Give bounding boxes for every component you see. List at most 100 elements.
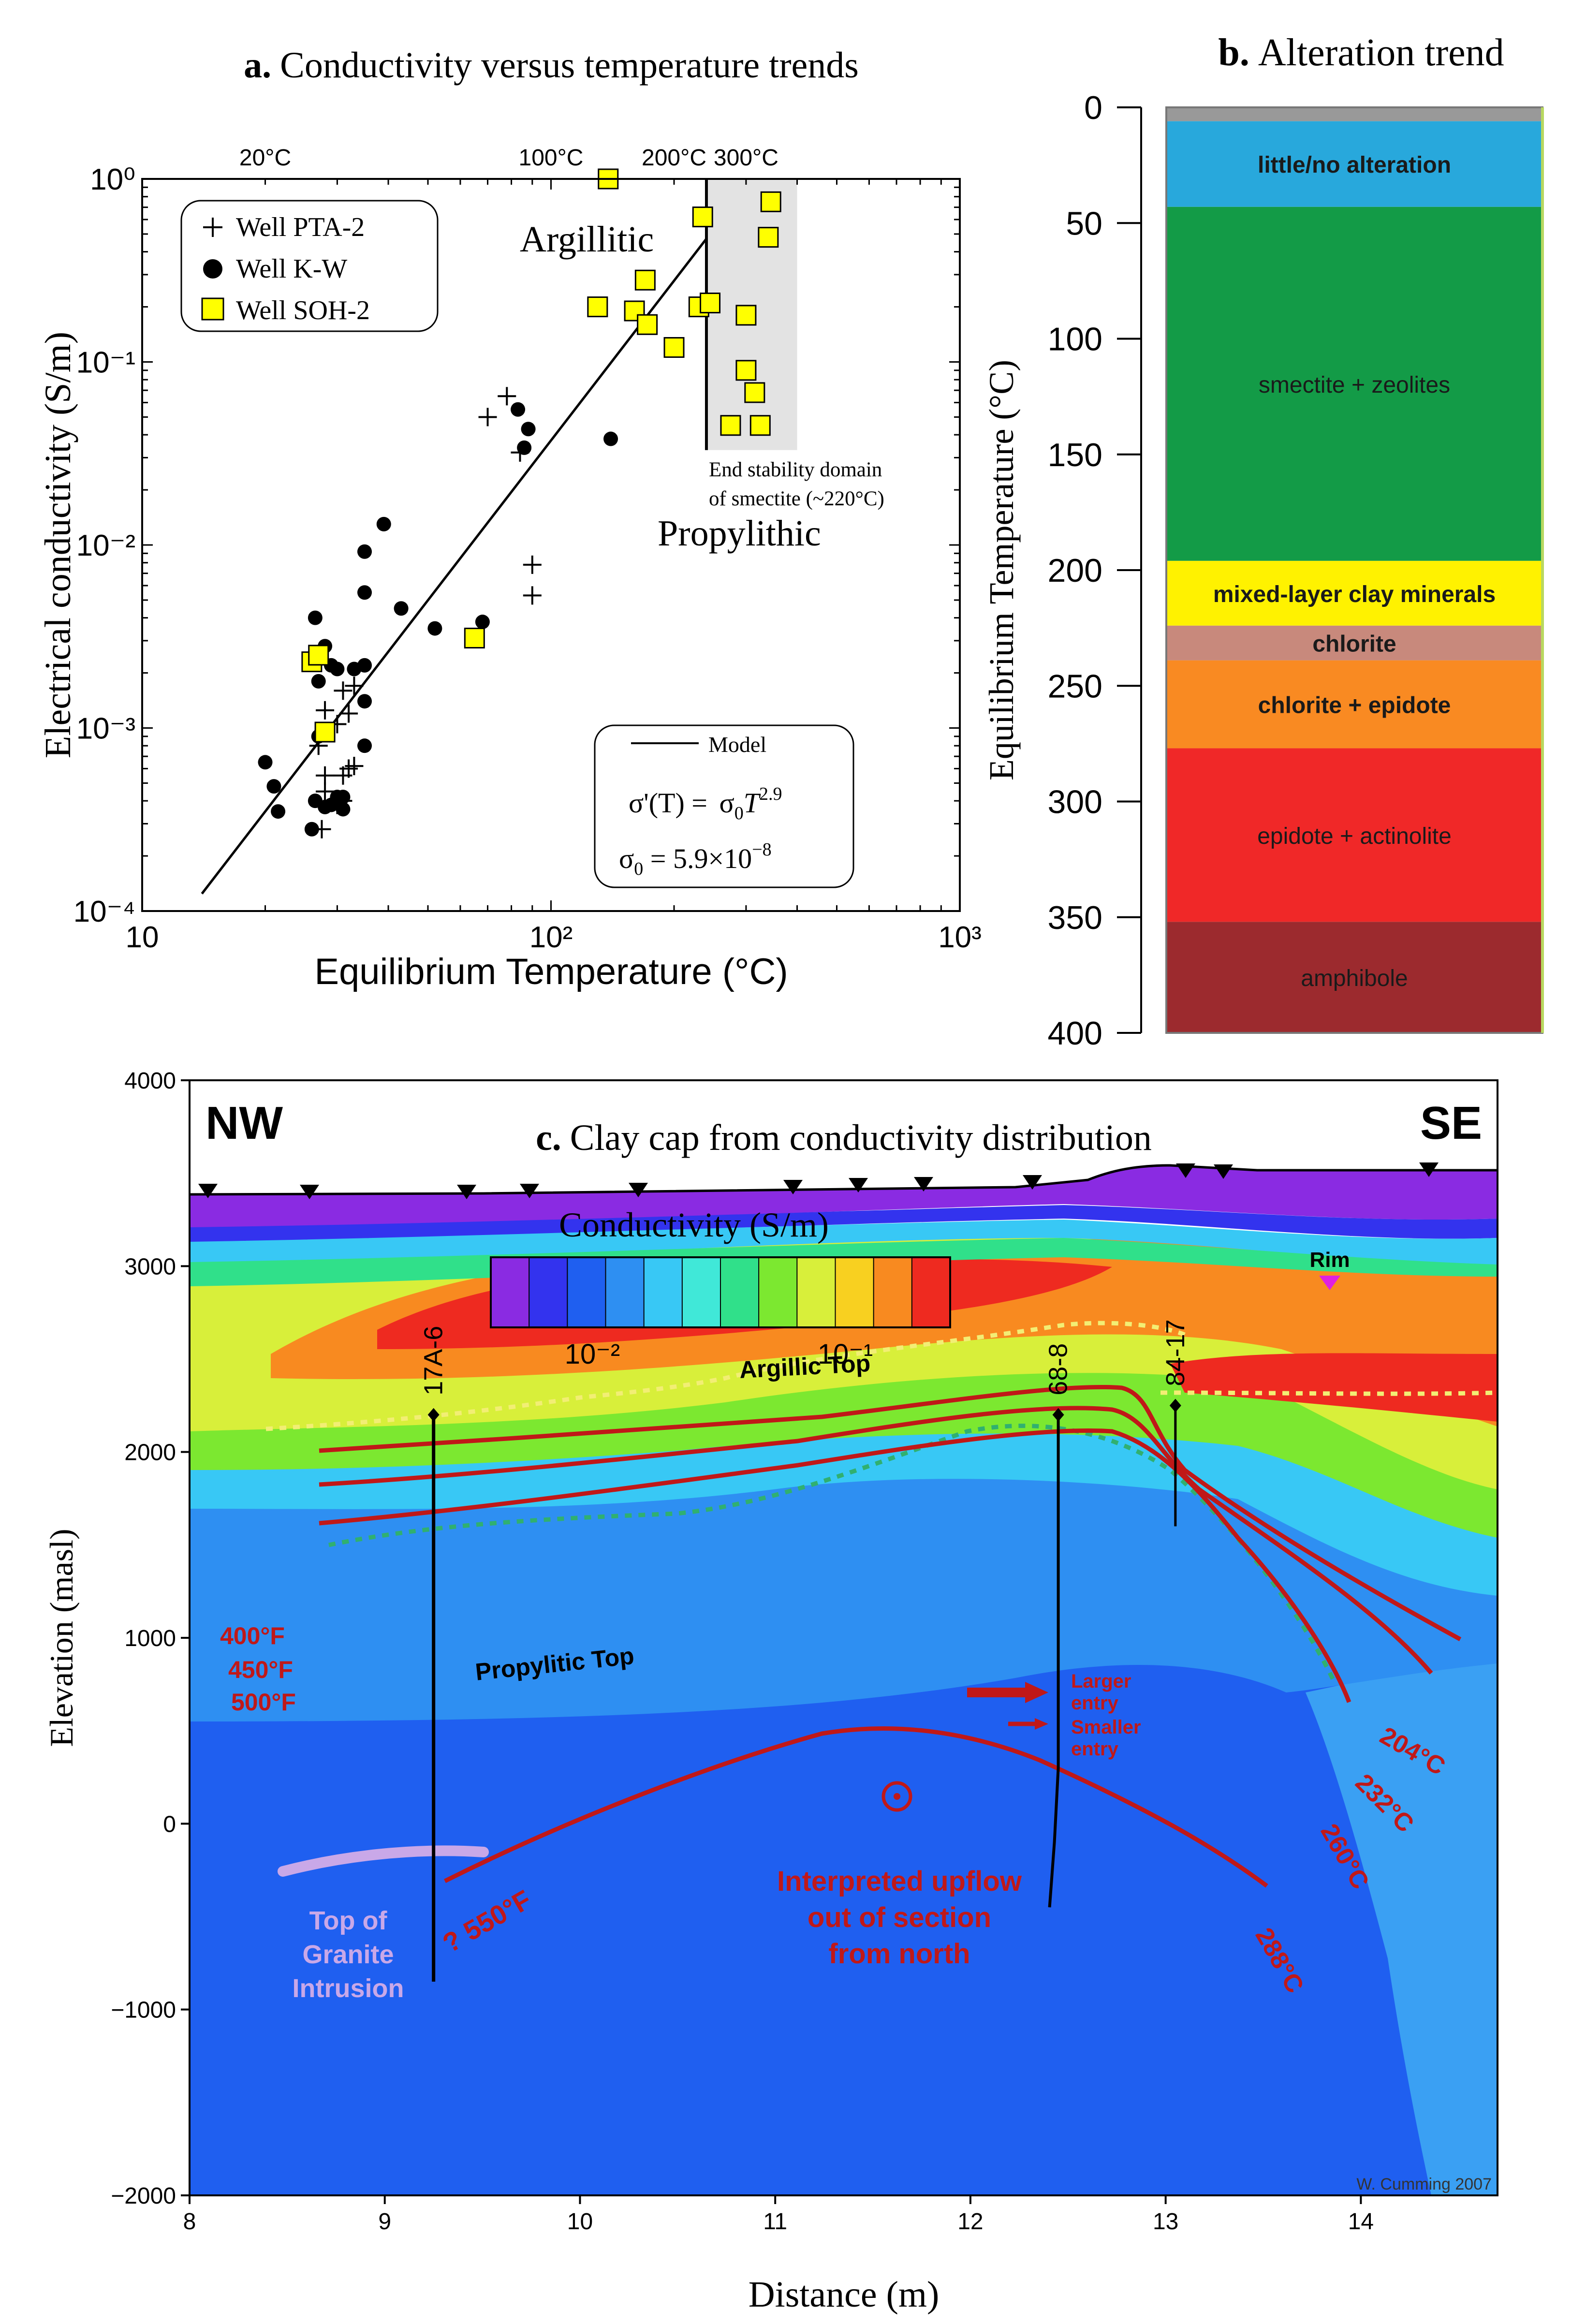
model-eq-t: T xyxy=(744,787,761,819)
kw-point xyxy=(304,822,319,837)
colorbar-tick-1e-1: 10⁻¹ xyxy=(818,1339,873,1370)
air xyxy=(190,1080,1498,1194)
annotation-propylithic: Propylithic xyxy=(658,513,821,554)
argillic-top-line xyxy=(265,1321,1186,1431)
zone-label: chlorite + epidote xyxy=(1258,693,1451,719)
panel-a-title: a. Conductivity versus temperature trends xyxy=(244,45,859,86)
well-track xyxy=(1048,1414,1060,1908)
panel-a-point-layer xyxy=(258,168,781,838)
y-tick-label-1e-4: 10⁻⁴ xyxy=(73,895,135,928)
panel-c-letter: c. xyxy=(536,1118,561,1158)
kw-point xyxy=(603,431,618,446)
topographic-surface xyxy=(190,1164,1498,1196)
isotherm-260c xyxy=(319,1428,1351,1703)
panel-c-section xyxy=(190,1080,1498,2195)
kw-point xyxy=(311,674,326,689)
b-tick-label: 200 xyxy=(1048,552,1102,589)
kw-point xyxy=(336,790,351,805)
soh2-point xyxy=(692,206,713,228)
kw-point xyxy=(394,601,409,616)
zone-band xyxy=(1166,748,1542,922)
panel-a-ticks xyxy=(141,178,961,912)
x-tick-13: 13 xyxy=(1153,2209,1178,2235)
colorbar-tick-1e-2: 10⁻² xyxy=(565,1339,620,1370)
panel-b-zones: little/no alteration smectite + zeolites m… xyxy=(1165,106,1544,1034)
nw-label: NW xyxy=(206,1097,283,1149)
colorbar-segment xyxy=(644,1257,683,1327)
panel-a-x-axis-label: Equilibrium Temperature (°C) xyxy=(314,951,788,992)
model-eq-exp: 2.9 xyxy=(759,784,782,804)
panel-c-y-tick-labels: −2000 −1000 0 1000 2000 3000 4000 xyxy=(111,1068,176,2209)
y-tick-4000: 4000 xyxy=(124,1068,176,1094)
upflow-label-1: Interpreted upflow xyxy=(777,1866,1022,1897)
isotherm-232c xyxy=(319,1406,1433,1675)
well-label-84-17: 84-17 xyxy=(1161,1319,1190,1386)
soh2-point xyxy=(760,191,781,212)
argillic-top-line-east xyxy=(1160,1390,1498,1396)
legend-marker-dot xyxy=(203,259,222,279)
colorbar-segment xyxy=(759,1257,797,1327)
model-legend-label: Model xyxy=(708,732,766,757)
upflow-symbol-dot xyxy=(894,1793,900,1800)
zone-band xyxy=(1166,121,1542,207)
larger-entry-label-1: Larger xyxy=(1071,1671,1131,1692)
panel-c-title: c. Clay cap from conductivity distributio… xyxy=(536,1118,1152,1158)
panel-b-y-axis-label: Equilibrium Temperature (°C) xyxy=(982,360,1021,780)
annotation-end-stability-2: of smectite (~220°C) xyxy=(709,487,884,510)
rim-marker xyxy=(1319,1276,1340,1290)
x-tick-10: 10 xyxy=(567,2209,593,2235)
model-eq-lhs: σ'(T) = xyxy=(629,787,714,819)
x-tick-14: 14 xyxy=(1348,2209,1374,2235)
granite-top-line xyxy=(278,1845,489,1877)
well-label-68-8: 68-8 xyxy=(1044,1343,1073,1396)
pta2-point xyxy=(316,766,335,785)
kw-point xyxy=(357,658,372,673)
panel-c-title-text: Clay cap from conductivity distribution xyxy=(570,1118,1152,1158)
colorbar-segment xyxy=(529,1257,568,1327)
zone-label: chlorite xyxy=(1312,632,1396,657)
kw-point xyxy=(258,755,273,770)
soh2-point xyxy=(758,227,779,248)
pta2-point xyxy=(316,701,335,720)
model-line xyxy=(201,238,707,895)
colorbar-segment xyxy=(873,1257,912,1327)
top-label-20c: 20°C xyxy=(239,145,291,171)
legend-marker-plus xyxy=(203,218,222,237)
x-tick-11: 11 xyxy=(763,2209,787,2235)
zone-label: amphibole xyxy=(1301,966,1408,991)
colorbar-segment xyxy=(835,1257,874,1327)
legend-label-pta2: Well PTA-2 xyxy=(236,212,365,242)
zone-band xyxy=(1166,107,1542,121)
model-eq-sub: 0 xyxy=(734,803,744,824)
soh2-point xyxy=(735,360,757,381)
x-tick-12: 12 xyxy=(957,2209,983,2235)
colorbar-segment xyxy=(720,1257,759,1327)
legend-label-kw: Well K-W xyxy=(236,254,347,284)
soh2-point xyxy=(587,296,608,318)
isotherm-450f-label: 450°F xyxy=(228,1656,293,1683)
soh2-point xyxy=(464,628,485,649)
pta2-point xyxy=(334,766,352,785)
model-s0-sub: 0 xyxy=(634,859,643,879)
colorbar-segment xyxy=(682,1257,721,1327)
model-sigma0: σ0 = 5.9×10−8 xyxy=(619,839,772,879)
x-tick-label-10: 10 xyxy=(126,921,159,954)
model-eq-sigma: σ xyxy=(719,787,734,819)
soh2-point xyxy=(735,305,757,326)
zone-band xyxy=(1166,922,1542,1033)
b-tick-label: 400 xyxy=(1048,1015,1102,1052)
soh2-point xyxy=(720,415,741,436)
panel-b-title-text: Alteration trend xyxy=(1258,31,1504,74)
pta2-point xyxy=(523,555,542,574)
larger-entry-arrowhead xyxy=(1025,1682,1048,1703)
panel-a-legend xyxy=(180,200,439,332)
kw-point xyxy=(376,516,391,531)
x-tick-9: 9 xyxy=(378,2209,391,2235)
isotherm-204c xyxy=(319,1384,1462,1641)
panel-b-letter: b. xyxy=(1218,31,1249,74)
soh2-point xyxy=(749,415,771,436)
model-equation: σ'(T) = σ0T2.9 xyxy=(629,784,782,824)
soh2-point xyxy=(308,645,329,666)
soh2-point xyxy=(634,269,656,291)
credit-label: W. Cumming 2007 xyxy=(1356,2175,1492,2193)
